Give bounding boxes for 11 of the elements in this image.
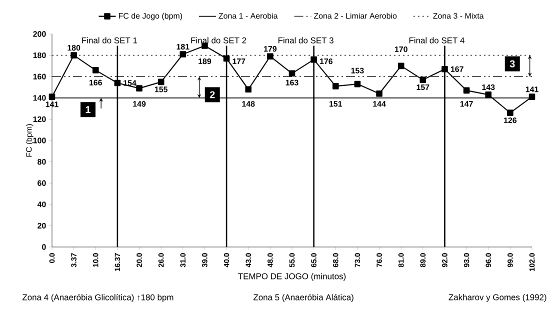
- ref-line-label: Final do SET 3: [278, 37, 334, 44]
- ref-line-label: Final do SET 4: [409, 37, 464, 44]
- ref-line-label: Final do SET 1: [82, 37, 138, 44]
- ref-line-label: Final do SET 2: [191, 37, 246, 44]
- text: Zona 5 (Anaeróbia Alática): [253, 294, 354, 302]
- text: Zakharov y Gomes (1992): [448, 294, 546, 302]
- annotation: 3: [510, 60, 515, 68]
- annotation: 1: [86, 106, 90, 114]
- annotation: 2: [210, 91, 215, 98]
- text: Zona 4 (Anaeróbia Glicolítica) ↑180 bpm: [22, 294, 174, 302]
- x-axis-title: TEMPO DE JOGO (minutos): [238, 273, 346, 281]
